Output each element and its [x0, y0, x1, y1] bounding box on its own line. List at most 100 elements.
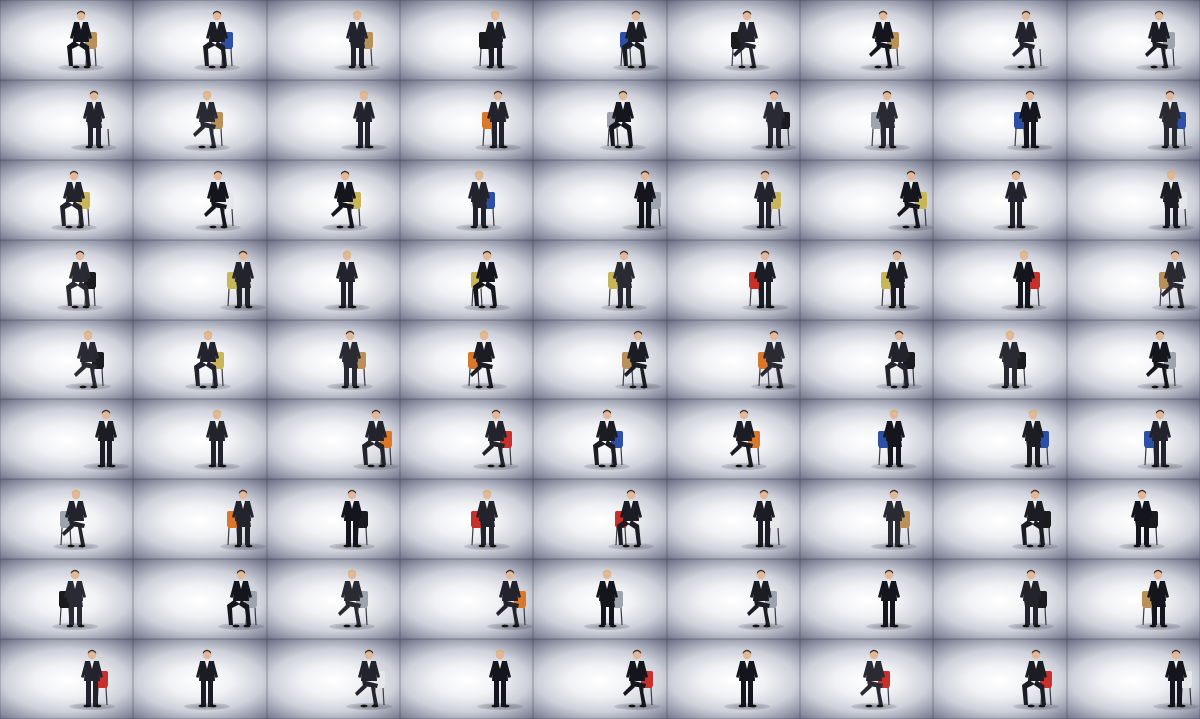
- seated-person-figure: [338, 330, 366, 388]
- seated-person-figure: [468, 170, 496, 229]
- portrait-tile: [533, 639, 667, 719]
- portrait-tile: [1066, 479, 1200, 560]
- portrait-tile: [266, 559, 400, 639]
- floor-shadow: [53, 543, 100, 551]
- seated-person-figure: [878, 410, 906, 468]
- seated-person-figure: [94, 410, 117, 468]
- floor-shadow: [887, 223, 934, 231]
- seated-person-figure: [481, 90, 509, 149]
- portrait-tile: [1066, 239, 1200, 320]
- portrait-tile: [666, 319, 800, 400]
- portrait-tile: [133, 239, 267, 320]
- floor-shadow: [82, 463, 129, 471]
- seated-person-figure: [882, 490, 910, 548]
- floor-shadow: [851, 702, 898, 710]
- floor-shadow: [1003, 63, 1050, 71]
- portrait-tile: [1066, 159, 1200, 240]
- seated-person-figure: [1019, 569, 1047, 628]
- portrait-tile: [933, 0, 1067, 80]
- floor-shadow: [340, 143, 387, 151]
- floor-shadow: [1136, 463, 1183, 471]
- portrait-tile: [799, 559, 934, 639]
- floor-shadow: [742, 223, 789, 231]
- portrait-tile: [266, 399, 400, 480]
- portrait-tile: [666, 399, 800, 480]
- seated-person-figure: [66, 10, 97, 69]
- seated-person-figure: [736, 649, 759, 708]
- seated-person-figure: [606, 90, 634, 149]
- portrait-tile: [666, 239, 800, 320]
- floor-shadow: [474, 143, 521, 151]
- floor-shadow: [456, 223, 503, 231]
- floor-shadow: [71, 143, 118, 151]
- portrait-tile: [0, 399, 134, 480]
- seated-person-figure: [346, 10, 374, 69]
- seated-person-figure: [884, 330, 915, 388]
- portrait-tile: [533, 399, 667, 480]
- floor-shadow: [183, 702, 230, 710]
- portrait-tile: [0, 239, 134, 320]
- portrait-tile: [533, 479, 667, 560]
- floor-shadow: [334, 63, 381, 71]
- seated-person-figure: [752, 490, 780, 548]
- floor-shadow: [64, 383, 111, 391]
- seated-person-figure: [1021, 410, 1049, 468]
- floor-shadow: [56, 303, 103, 311]
- seated-person-figure: [227, 250, 255, 309]
- floor-shadow: [346, 702, 393, 710]
- seated-person-figure: [338, 569, 368, 628]
- seated-person-figure: [870, 90, 898, 149]
- seated-person-figure: [1145, 10, 1176, 69]
- seated-person-figure: [998, 330, 1026, 388]
- floor-shadow: [614, 702, 661, 710]
- portrait-tile: [1066, 559, 1200, 639]
- portrait-tile: [1066, 319, 1200, 400]
- seated-person-figure: [878, 569, 901, 628]
- portrait-tile: [799, 639, 934, 719]
- floor-shadow: [195, 223, 242, 231]
- portrait-tile: [133, 159, 267, 240]
- portrait-tile: [133, 319, 267, 400]
- portrait-tile: [933, 239, 1067, 320]
- floor-shadow: [992, 223, 1039, 231]
- floor-shadow: [863, 143, 910, 151]
- seated-person-figure: [227, 569, 258, 628]
- portrait-tile: [533, 559, 667, 639]
- floor-shadow: [1000, 303, 1047, 311]
- portrait-tile: [666, 479, 800, 560]
- floor-shadow: [621, 223, 667, 231]
- floor-shadow: [324, 303, 371, 311]
- seated-person-figure: [336, 250, 359, 309]
- floor-shadow: [738, 623, 785, 631]
- floor-shadow: [472, 463, 519, 471]
- portrait-tile: [666, 639, 800, 719]
- floor-shadow: [866, 623, 913, 631]
- seated-person-figure: [1165, 649, 1193, 708]
- seated-person-figure: [203, 10, 234, 69]
- seated-person-figure: [83, 90, 111, 149]
- portrait-tile: [1066, 399, 1200, 480]
- floor-shadow: [329, 623, 375, 631]
- floor-shadow: [601, 303, 648, 311]
- floor-shadow: [750, 143, 797, 151]
- floor-shadow: [608, 543, 655, 551]
- portrait-tile: [0, 639, 134, 719]
- floor-shadow: [68, 702, 115, 710]
- portrait-tile: [0, 0, 134, 80]
- floor-shadow: [720, 463, 767, 471]
- portrait-tile: [133, 79, 267, 160]
- portrait-tile: [533, 239, 667, 320]
- floor-shadow: [986, 383, 1033, 391]
- seated-person-figure: [860, 649, 891, 708]
- floor-shadow: [1119, 543, 1166, 551]
- portrait-tile: [0, 319, 134, 400]
- seated-person-figure: [73, 330, 104, 388]
- seated-person-figure: [1012, 10, 1043, 69]
- portrait-tile: [933, 639, 1067, 719]
- floor-shadow: [220, 303, 267, 311]
- floor-shadow: [724, 702, 771, 710]
- portrait-tile: [933, 479, 1067, 560]
- floor-shadow: [50, 223, 97, 231]
- portrait-tile: [266, 639, 400, 719]
- floor-shadow: [875, 383, 922, 391]
